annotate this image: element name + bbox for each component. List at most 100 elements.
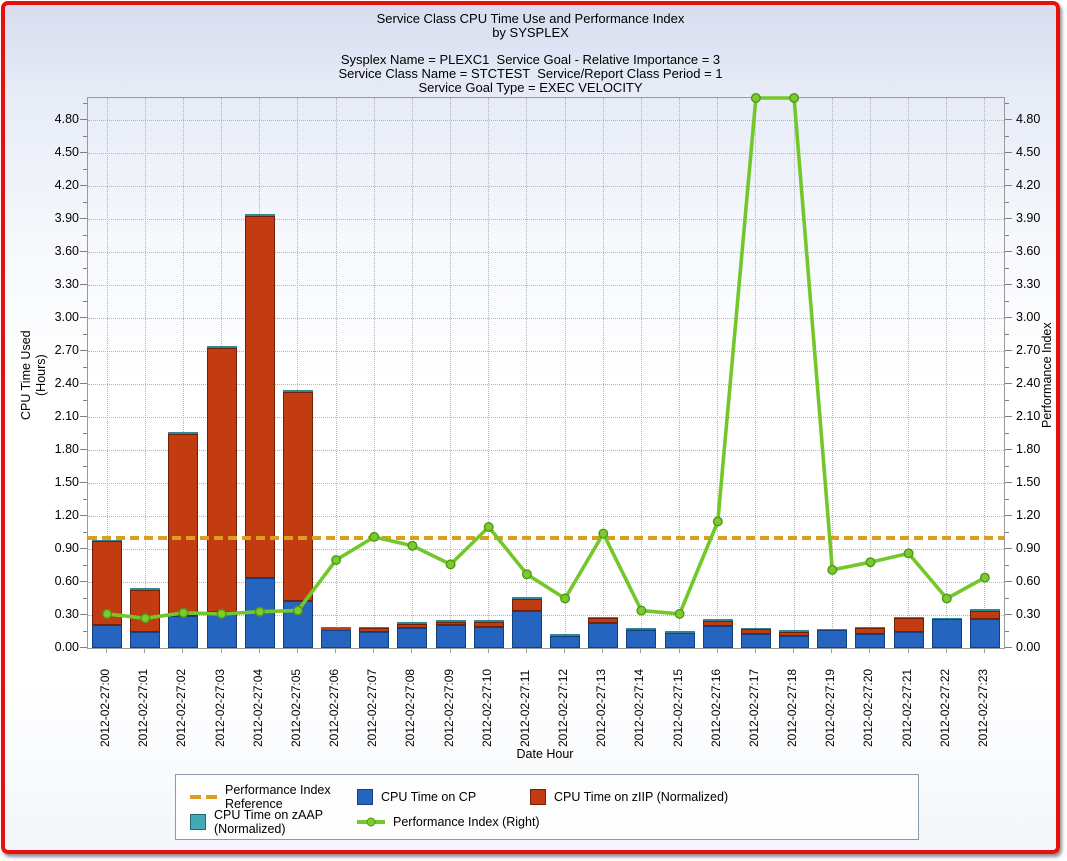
y-tick-label-right: 0.30 [1016,607,1041,621]
bar-segment-zaap [626,627,657,630]
bar-segment-zaap [473,620,504,622]
x-tick-label: 2012-02-27:22 [937,668,952,747]
x-tick-label: 2012-02-27:23 [975,668,990,747]
v-gridline [908,98,910,648]
v-gridline [984,98,986,648]
x-tick [144,649,146,653]
bar-segment-cp [664,632,695,648]
v-gridline [602,98,604,648]
y-major-tick-right [1005,383,1012,384]
x-tick [296,649,298,653]
y-major-tick-left [80,548,87,549]
v-gridline [793,98,795,648]
bar-segment-cp [626,630,657,648]
bar-segment-zaap [664,631,695,633]
y-minor-tick-right [1005,267,1009,269]
x-tick-label: 2012-02-27:04 [250,668,265,747]
bar-segment-cp [130,631,161,648]
y-minor-tick-left [83,498,87,500]
y-minor-tick-right [1005,498,1009,500]
x-tick [449,649,451,653]
bar-segment-ziip [893,618,924,632]
bar-segment-ziip [397,623,428,629]
bar-segment-zaap [397,622,428,624]
x-tick-label: 2012-02-27:00 [98,668,113,747]
y-tick-label-right: 1.20 [1016,508,1041,522]
chart-subtitle: Sysplex Name = PLEXC1 Service Goal - Rel… [5,53,1056,95]
y-minor-tick-left [83,333,87,335]
x-tick-label: 2012-02-27:09 [441,668,456,747]
y-tick-label-left: 3.60 [54,244,79,258]
y-tick-label-left: 0.60 [54,574,79,588]
bar-segment-zaap [359,626,390,629]
bar-segment-ziip [435,621,466,625]
bar-segment-cp [550,635,581,648]
chart-title-line1: Service Class CPU Time Use and Performan… [376,11,685,26]
y-major-tick-left [80,482,87,483]
y-tick-label-right: 2.40 [1016,376,1041,390]
x-tick-label: 2012-02-27:06 [327,668,342,747]
y-tick-label-left: 4.80 [54,112,79,126]
bar-segment-cp [511,610,542,648]
bar-segment-zaap [931,617,962,620]
y-major-tick-left [80,317,87,318]
y-major-tick-right [1005,482,1012,483]
subtitle-line2: Service Class Name = STCTEST Service/Rep… [338,66,723,81]
legend-label: Performance Index (Right) [393,815,540,829]
y-minor-tick-right [1005,333,1009,335]
bar-segment-zaap [588,616,619,619]
bar-segment-zaap [92,539,123,542]
y-minor-tick-right [1005,300,1009,302]
y-major-tick-left [80,284,87,285]
legend-row: Performance Index Reference CPU Time on C… [190,783,918,811]
y-minor-tick-right [1005,465,1009,467]
x-tick [831,649,833,653]
bar-segment-ziip [359,628,390,632]
v-gridline [831,98,833,648]
y-major-tick-left [80,251,87,252]
y-major-tick-right [1005,581,1012,582]
bar-segment-zaap [969,609,1000,611]
y-tick-label-right: 2.70 [1016,343,1041,357]
y-major-tick-right [1005,317,1012,318]
v-gridline [679,98,681,648]
v-gridline [564,98,566,648]
v-gridline [717,98,719,648]
bar-segment-cp [702,626,733,648]
y-minor-tick-left [83,300,87,302]
y-tick-label-left: 3.00 [54,310,79,324]
performance-index-reference-line [88,536,1004,540]
y-major-tick-left [80,185,87,186]
y-minor-tick-right [1005,564,1009,566]
bar-segment-zaap [893,616,924,619]
x-tick [258,649,260,653]
y-major-tick-left [80,218,87,219]
y-major-tick-right [1005,251,1012,252]
legend-line-marker [366,817,376,827]
y-tick-label-right: 3.30 [1016,277,1041,291]
x-tick [220,649,222,653]
bar-segment-ziip [244,215,275,578]
y-minor-tick-left [83,234,87,236]
bar-segment-ziip [626,628,657,631]
bar-segment-zaap [282,390,313,392]
bar-segment-zaap [244,214,275,216]
v-gridline [869,98,871,648]
y-tick-label-left: 1.50 [54,475,79,489]
y-major-tick-left [80,152,87,153]
bar-segment-ziip [282,391,313,601]
y-tick-label-left: 2.10 [54,409,79,423]
bar-segment-cp [817,630,848,648]
x-tick [564,649,566,653]
x-tick-label: 2012-02-27:15 [670,668,685,747]
x-tick-label: 2012-02-27:14 [632,668,647,747]
y-tick-label-left: 1.80 [54,442,79,456]
y-minor-tick-left [83,267,87,269]
y-major-tick-right [1005,515,1012,516]
y-minor-tick-left [83,399,87,401]
y-tick-label-right: 4.80 [1016,112,1041,126]
y-minor-tick-left [83,366,87,368]
legend-label: CPU Time on CP [381,790,477,804]
x-tick-label: 2012-02-27:17 [746,668,761,747]
